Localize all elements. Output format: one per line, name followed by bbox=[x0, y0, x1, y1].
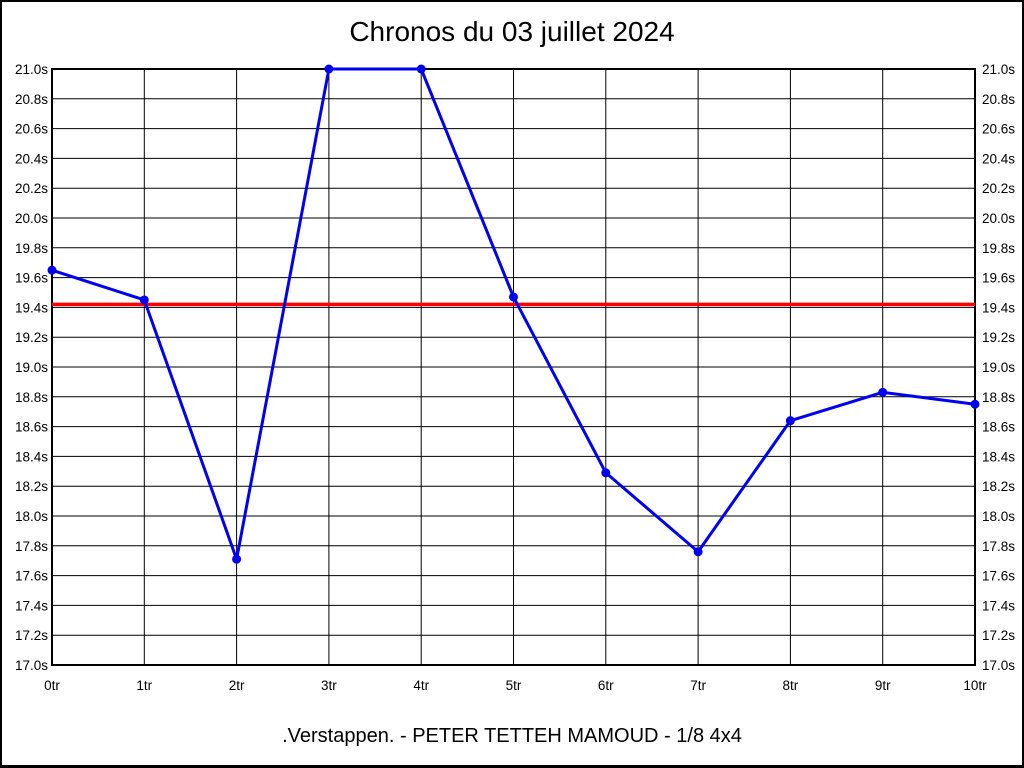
y-axis-tick-label-right: 20.0s bbox=[982, 211, 1015, 226]
y-axis-tick-label-right: 17.6s bbox=[982, 569, 1015, 584]
x-axis-tick-label: 3tr bbox=[321, 678, 337, 693]
x-axis-tick-label: 4tr bbox=[413, 678, 429, 693]
x-axis-tick-label: 0tr bbox=[44, 678, 60, 693]
plot-frame bbox=[51, 68, 976, 666]
y-axis-tick-label-left: 17.0s bbox=[15, 658, 48, 673]
x-axis-tick-label: 2tr bbox=[229, 678, 245, 693]
y-axis-tick-label-left: 20.2s bbox=[15, 181, 48, 196]
y-axis-tick-label-right: 18.6s bbox=[982, 420, 1015, 435]
y-axis-tick-label-right: 19.8s bbox=[982, 241, 1015, 256]
y-axis-tick-label-left: 17.2s bbox=[15, 628, 48, 643]
y-axis-tick-label-left: 18.0s bbox=[15, 509, 48, 524]
y-axis-tick-label-left: 18.8s bbox=[15, 390, 48, 405]
data-point-marker bbox=[139, 295, 149, 305]
data-point-marker bbox=[601, 468, 611, 478]
x-axis-tick-label: 8tr bbox=[783, 678, 799, 693]
data-point-marker bbox=[785, 416, 795, 426]
data-point-marker bbox=[878, 387, 888, 397]
y-axis-tick-label-left: 18.6s bbox=[15, 420, 48, 435]
chart-title: Chronos du 03 juillet 2024 bbox=[349, 16, 675, 47]
y-axis-tick-label-right: 20.4s bbox=[982, 151, 1015, 166]
y-axis-tick-label-left: 17.8s bbox=[15, 539, 48, 554]
y-axis-tick-label-left: 20.8s bbox=[15, 92, 48, 107]
y-axis-tick-label-right: 20.8s bbox=[982, 92, 1015, 107]
y-axis-tick-label-right: 21.0s bbox=[982, 62, 1015, 77]
y-axis-tick-label-left: 17.6s bbox=[15, 569, 48, 584]
y-axis-tick-label-right: 18.8s bbox=[982, 390, 1015, 405]
y-axis-tick-label-right: 20.2s bbox=[982, 181, 1015, 196]
x-axis-tick-label: 10tr bbox=[963, 678, 987, 693]
y-axis-tick-label-right: 18.0s bbox=[982, 509, 1015, 524]
y-axis-tick-label-right: 19.2s bbox=[982, 330, 1015, 345]
y-axis-tick-label-left: 20.0s bbox=[15, 211, 48, 226]
data-point-marker bbox=[416, 64, 426, 74]
data-point-marker bbox=[324, 64, 334, 74]
y-axis-tick-label-right: 17.0s bbox=[982, 658, 1015, 673]
y-axis-tick-label-right: 18.2s bbox=[982, 479, 1015, 494]
y-axis-tick-label-right: 18.4s bbox=[982, 449, 1015, 464]
y-axis-tick-label-left: 17.4s bbox=[15, 598, 48, 613]
driver-session-info: .Verstappen. - PETER TETTEH MAMOUD - 1/8… bbox=[282, 725, 742, 747]
x-axis-tick-label: 9tr bbox=[875, 678, 891, 693]
y-axis-tick-label-left: 20.4s bbox=[15, 151, 48, 166]
y-axis-tick-label-left: 19.4s bbox=[15, 300, 48, 315]
data-point-marker bbox=[47, 265, 57, 275]
y-axis-tick-label-right: 20.6s bbox=[982, 122, 1015, 137]
x-axis-tick-label: 6tr bbox=[598, 678, 614, 693]
data-point-marker bbox=[693, 547, 703, 557]
y-axis-tick-label-right: 19.4s bbox=[982, 300, 1015, 315]
x-axis-tick-label: 1tr bbox=[136, 678, 152, 693]
data-point-marker bbox=[970, 399, 980, 409]
y-axis-tick-label-left: 21.0s bbox=[15, 62, 48, 77]
y-axis-tick-label-right: 19.6s bbox=[982, 271, 1015, 286]
y-axis-tick-label-left: 18.4s bbox=[15, 449, 48, 464]
y-axis-tick-label-left: 20.6s bbox=[15, 122, 48, 137]
y-axis-tick-label-right: 17.4s bbox=[982, 598, 1015, 613]
y-axis-tick-label-right: 19.0s bbox=[982, 360, 1015, 375]
x-axis-tick-label: 7tr bbox=[690, 678, 706, 693]
y-axis-tick-label-right: 17.2s bbox=[982, 628, 1015, 643]
y-axis-tick-label-left: 19.8s bbox=[15, 241, 48, 256]
y-axis-tick-label-left: 19.6s bbox=[15, 271, 48, 286]
y-axis-tick-label-left: 19.2s bbox=[15, 330, 48, 345]
x-axis-tick-label: 5tr bbox=[506, 678, 522, 693]
y-axis-tick-label-left: 18.2s bbox=[15, 479, 48, 494]
y-axis-tick-label-right: 17.8s bbox=[982, 539, 1015, 554]
data-point-marker bbox=[232, 554, 242, 564]
y-axis-tick-label-left: 19.0s bbox=[15, 360, 48, 375]
data-point-marker bbox=[509, 292, 518, 302]
